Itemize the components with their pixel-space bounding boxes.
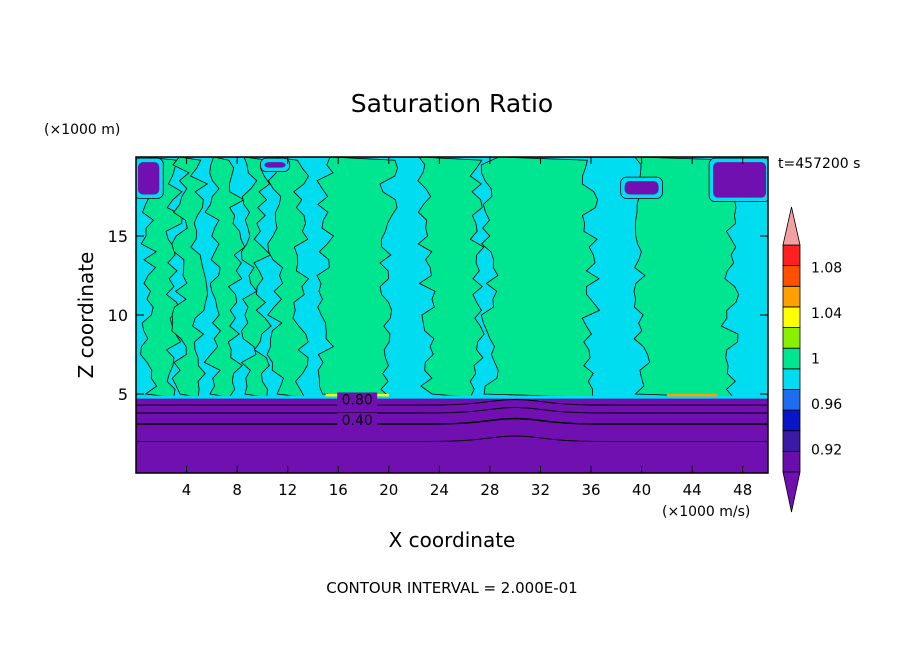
- colorbar-swatch: [782, 389, 801, 411]
- contour-line: [136, 435, 768, 442]
- contour-label-bg: [337, 413, 378, 428]
- y-unit-label: (×1000 m): [44, 122, 120, 138]
- x-tick-label: 32: [531, 481, 550, 499]
- supersaturated-band: [480, 157, 601, 398]
- supersaturated-band: [417, 157, 485, 398]
- x-tick-label: 20: [379, 481, 398, 499]
- x-tick-label: 44: [683, 481, 702, 499]
- contour-line: [136, 399, 768, 406]
- contour-label-bg: [337, 392, 378, 407]
- colorbar-swatch: [782, 265, 801, 287]
- x-tick-label: 4: [182, 481, 192, 499]
- colorbar-swatch: [782, 306, 801, 328]
- x-tick-label: 8: [232, 481, 242, 499]
- colorbar: 1.08 1.04 1 0.96 0.92: [782, 206, 842, 513]
- colorbar-over-arrow: [782, 206, 801, 246]
- x-tick-label: 24: [430, 481, 449, 499]
- chart-title: Saturation Ratio: [351, 89, 553, 118]
- x-axis-label: X coordinate: [389, 528, 516, 552]
- x-tick-label: 16: [329, 481, 348, 499]
- colorbar-under-arrow: [782, 471, 801, 513]
- colorbar-label: 0.92: [811, 442, 842, 458]
- supersaturated-band: [203, 157, 246, 398]
- dry-patch: [713, 162, 766, 198]
- colorbar-swatch: [782, 368, 801, 390]
- contour-interval-note: CONTOUR INTERVAL = 2.000E-01: [326, 579, 577, 597]
- x-tick-label: 48: [733, 481, 752, 499]
- contour-line: [136, 417, 768, 425]
- colorbar-swatch: [782, 450, 801, 473]
- y-axis-label: Z coordinate: [74, 252, 98, 379]
- y-tick-label: 10: [108, 306, 128, 325]
- colorbar-label: 1.04: [811, 306, 842, 322]
- dry-patch: [138, 162, 160, 195]
- supersaturated-band: [316, 157, 399, 398]
- colorbar-swatch: [782, 285, 801, 308]
- colorbar-swatch: [782, 430, 801, 452]
- contour-line: [136, 406, 768, 414]
- colorbar-swatch: [782, 409, 801, 432]
- colorbar-swatch: [782, 327, 801, 349]
- supersaturated-band: [240, 157, 272, 398]
- colorbar-label: 0.96: [811, 397, 842, 413]
- colorbar-swatch: [782, 347, 801, 370]
- contour-label: 0.40: [342, 413, 373, 429]
- supersaturated-band: [266, 157, 310, 398]
- y-axis: 5 10 15: [108, 227, 768, 404]
- x-tick-label: 40: [632, 481, 651, 499]
- dry-patch: [264, 162, 286, 168]
- dry-patch: [624, 181, 659, 195]
- contour-label: 0.80: [342, 392, 373, 408]
- colorbar-swatch: [782, 244, 801, 267]
- y-tick-label: 5: [118, 385, 128, 404]
- x-unit-label: (×1000 m/s): [662, 504, 750, 520]
- x-tick-label: 36: [581, 481, 600, 499]
- supersaturated-band: [171, 157, 209, 398]
- plot-area: 0.80 0.40: [136, 157, 768, 473]
- lower-dry-layer: [136, 397, 768, 473]
- x-tick-label: 28: [480, 481, 499, 499]
- y-tick-label: 15: [108, 227, 128, 246]
- supersaturated-band: [633, 157, 740, 398]
- x-tick-label: 12: [278, 481, 297, 499]
- colorbar-label: 1: [811, 352, 820, 368]
- time-label: t=457200 s: [778, 156, 860, 172]
- x-axis: 4 8 12 16 20 24 28 32 36 40 44 48: [182, 157, 752, 499]
- colorbar-label: 1.08: [811, 261, 842, 277]
